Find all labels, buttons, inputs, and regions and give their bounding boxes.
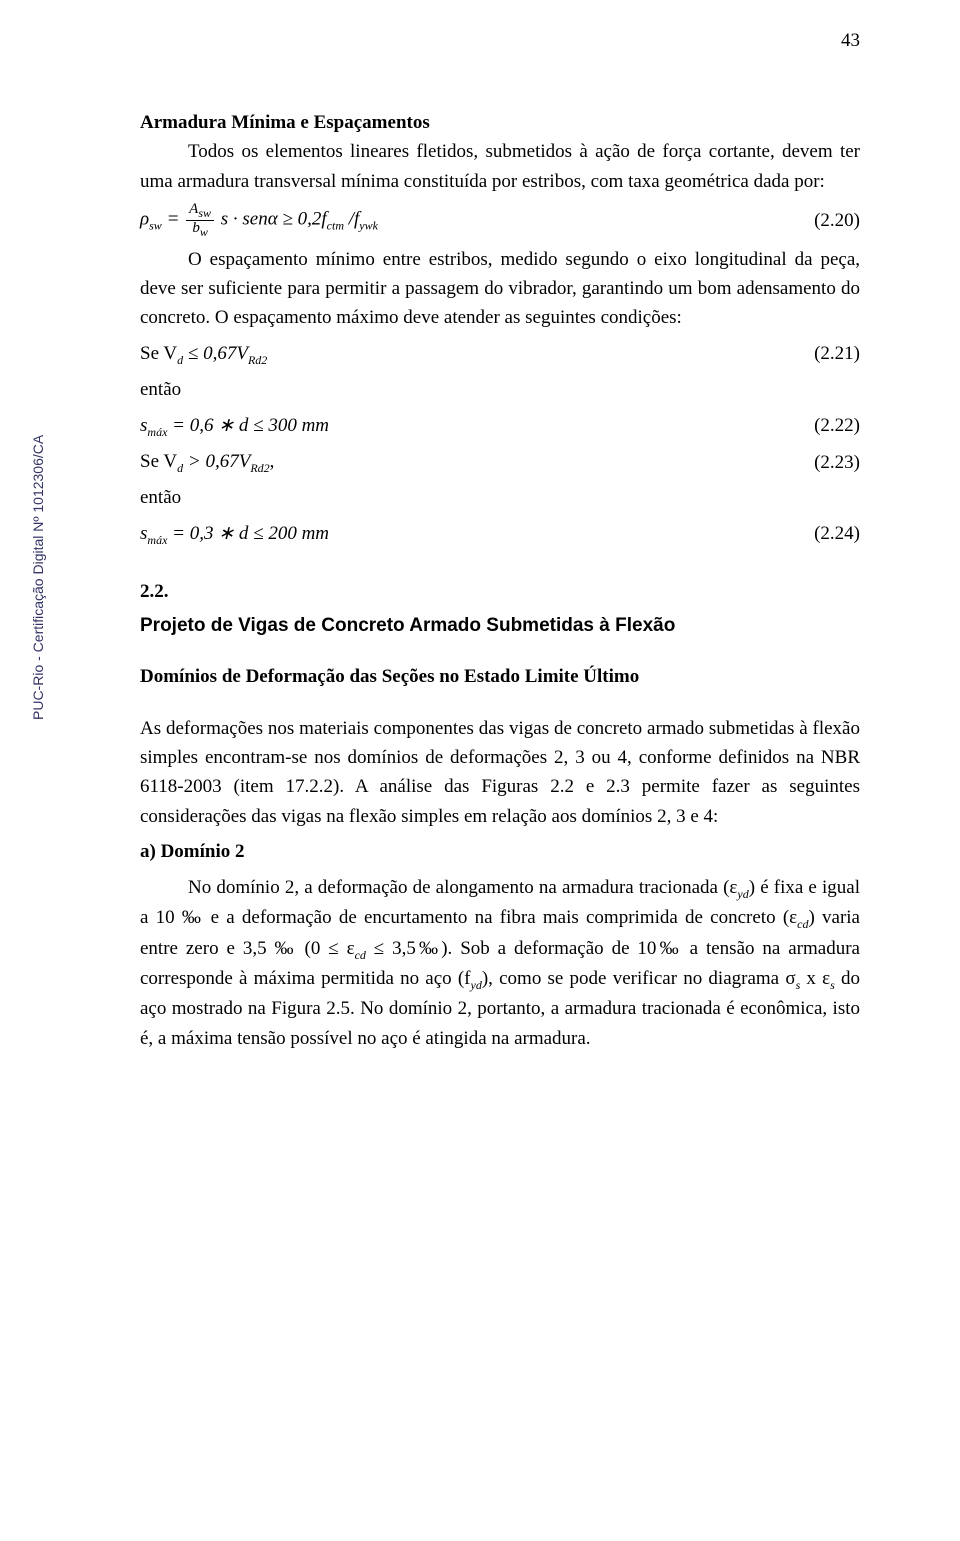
eq-sym: > 0,67V bbox=[183, 451, 250, 472]
eq-sub: ywk bbox=[359, 219, 378, 233]
text-run: x ε bbox=[800, 968, 830, 989]
section-number-2-2: 2.2. bbox=[140, 577, 860, 606]
eq-sym: s · senα ≥ 0,2f bbox=[216, 209, 327, 230]
equation-2-24: smáx = 0,3 ∗ d ≤ 200 mm (2.24) bbox=[140, 519, 860, 549]
equation-2-20: ρsw = Aswbw s · senα ≥ 0,2fctm /fywk (2.… bbox=[140, 202, 860, 238]
eq-sym: ≤ 0,67V bbox=[183, 343, 248, 364]
eq-sub: Rd2 bbox=[248, 353, 267, 367]
equation-number-2-24: (2.24) bbox=[814, 519, 860, 548]
equation-2-22-body: smáx = 0,6 ∗ d ≤ 300 mm bbox=[140, 411, 329, 441]
equation-2-22: smáx = 0,6 ∗ d ≤ 300 mm (2.22) bbox=[140, 411, 860, 441]
eq-sym: ρ bbox=[140, 209, 149, 230]
paragraph-deformacoes: As deformações nos materiais componentes… bbox=[140, 714, 860, 832]
subheading-dominios: Domínios de Deformação das Seções no Est… bbox=[140, 662, 860, 691]
eq-sym: = bbox=[162, 209, 184, 230]
paragraph-espacamento: O espaçamento mínimo entre estribos, med… bbox=[140, 245, 860, 333]
text-run: ), como se pode verificar no diagrama σ bbox=[482, 968, 796, 989]
equation-number-2-20: (2.20) bbox=[814, 206, 860, 235]
eq-sym: , bbox=[270, 451, 275, 472]
subscript: yd bbox=[471, 978, 482, 992]
eq-sub: ctm bbox=[327, 219, 344, 233]
main-content: Armadura Mínima e Espaçamentos Todos os … bbox=[140, 108, 860, 1053]
eq-sym: = 0,6 ∗ d ≤ 300 mm bbox=[167, 415, 329, 436]
eq-sym: /f bbox=[344, 209, 359, 230]
eq-sub: máx bbox=[147, 533, 167, 547]
eq-sym: = 0,3 ∗ d ≤ 200 mm bbox=[167, 523, 329, 544]
heading-armadura-minima: Armadura Mínima e Espaçamentos bbox=[140, 108, 860, 137]
eq-text: Se V bbox=[140, 343, 177, 364]
list-item-dominio-2: a) Domínio 2 bbox=[140, 837, 860, 866]
paragraph-dominio-2: No domínio 2, a deformação de alongament… bbox=[140, 873, 860, 1053]
eq-sub: sw bbox=[149, 219, 162, 233]
equation-2-23: Se Vd > 0,67VRd2, (2.23) bbox=[140, 447, 860, 477]
page-number: 43 bbox=[841, 30, 860, 52]
subscript: cd bbox=[355, 947, 366, 961]
then-word-1: então bbox=[140, 375, 860, 404]
sidebar-certification: PUC-Rio - Certificação Digital Nº 101230… bbox=[30, 435, 46, 720]
subscript: yd bbox=[737, 887, 748, 901]
frac-den: bw bbox=[186, 221, 214, 239]
eq-sub: máx bbox=[147, 424, 167, 438]
eq-sub: Rd2 bbox=[250, 461, 269, 475]
equation-number-2-22: (2.22) bbox=[814, 411, 860, 440]
subscript: cd bbox=[797, 917, 808, 931]
equation-2-21-body: Se Vd ≤ 0,67VRd2 bbox=[140, 339, 267, 369]
equation-2-23-body: Se Vd > 0,67VRd2, bbox=[140, 447, 274, 477]
page: 43 PUC-Rio - Certificação Digital Nº 101… bbox=[0, 0, 960, 1541]
frac-num: Asw bbox=[186, 202, 214, 221]
equation-number-2-21: (2.21) bbox=[814, 339, 860, 368]
equation-2-24-body: smáx = 0,3 ∗ d ≤ 200 mm bbox=[140, 519, 329, 549]
equation-2-21: Se Vd ≤ 0,67VRd2 (2.21) bbox=[140, 339, 860, 369]
eq-text: Se V bbox=[140, 451, 177, 472]
equation-number-2-23: (2.23) bbox=[814, 448, 860, 477]
text-run: No domínio 2, a deformação de alongament… bbox=[188, 877, 737, 898]
section-title-projeto: Projeto de Vigas de Concreto Armado Subm… bbox=[140, 611, 860, 640]
fraction: Aswbw bbox=[186, 202, 214, 238]
then-word-2: então bbox=[140, 483, 860, 512]
paragraph-intro: Todos os elementos lineares fletidos, su… bbox=[140, 137, 860, 196]
equation-2-20-body: ρsw = Aswbw s · senα ≥ 0,2fctm /fywk bbox=[140, 202, 378, 238]
